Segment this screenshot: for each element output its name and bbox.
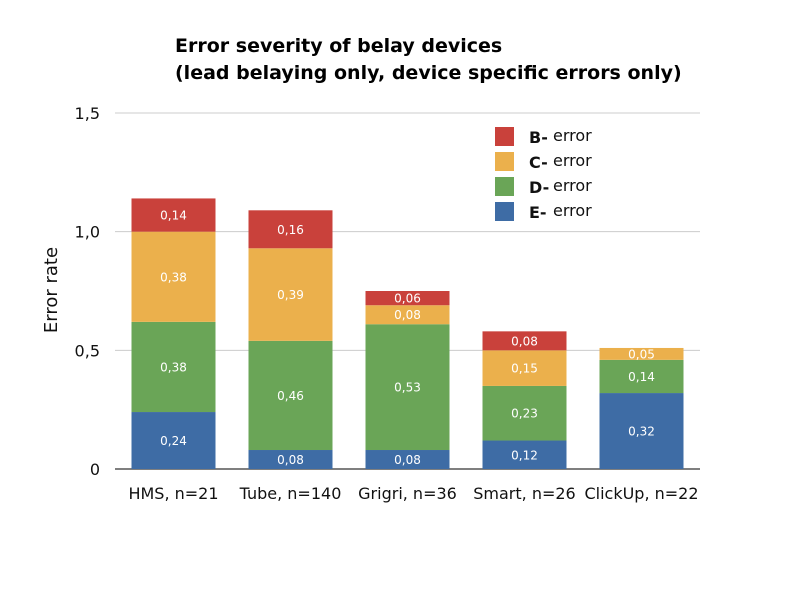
y-tick-label: 0,5 xyxy=(75,341,100,360)
legend-label: error xyxy=(553,176,592,195)
legend-label: error xyxy=(553,201,592,220)
bar-segment-e-error xyxy=(599,393,684,469)
data-label: 0,14 xyxy=(160,209,187,223)
y-axis-label: Error rate xyxy=(41,247,62,333)
bar-segment-d-error xyxy=(599,359,684,394)
bar-segment-b-error xyxy=(248,210,333,249)
bar-segment-e-error xyxy=(131,412,216,469)
bar-segment-c-error xyxy=(482,350,567,386)
data-label: 0,32 xyxy=(628,425,655,439)
chart-title: Error severity of belay devices (lead be… xyxy=(175,33,682,87)
y-tick-label: 1,5 xyxy=(75,104,100,123)
bar-segment-b-error xyxy=(365,291,450,306)
data-label: 0,08 xyxy=(511,334,538,348)
x-tick-label: Tube, n=140 xyxy=(239,484,342,503)
data-label: 0,14 xyxy=(628,370,655,384)
bar-segment-c-error xyxy=(365,305,450,325)
data-label: 0,05 xyxy=(628,347,655,361)
data-label: 0,12 xyxy=(511,448,538,462)
data-label: 0,46 xyxy=(277,389,304,403)
bar-segment-e-error xyxy=(482,440,567,469)
bar-segment-b-error xyxy=(131,198,216,232)
y-tick-label: 1,0 xyxy=(75,223,100,242)
data-label: 0,06 xyxy=(394,292,421,306)
data-label: 0,08 xyxy=(277,453,304,467)
chart-title-line-1: Error severity of belay devices xyxy=(175,35,503,57)
x-tick-label: Grigri, n=36 xyxy=(358,484,457,503)
bar-segment-e-error xyxy=(365,450,450,469)
legend-label: error xyxy=(553,126,592,145)
bar-segment-c-error xyxy=(599,347,684,360)
x-tick-label: ClickUp, n=22 xyxy=(584,484,698,503)
chart-title-line-2: (lead belaying only, device specific err… xyxy=(175,62,682,84)
data-label: 0,23 xyxy=(511,407,538,421)
legend-swatch-d-error xyxy=(495,177,514,196)
data-label: 0,53 xyxy=(394,381,421,395)
bar-segment-c-error xyxy=(131,231,216,322)
legend-swatch-b-error xyxy=(495,127,514,146)
data-label: 0,08 xyxy=(394,453,421,467)
data-label: 0,39 xyxy=(277,288,304,302)
data-label: 0,38 xyxy=(160,360,187,374)
y-tick-label: 0 xyxy=(90,460,100,479)
data-label: 0,24 xyxy=(160,434,187,448)
legend-swatch-c-error xyxy=(495,152,514,171)
x-tick-label: HMS, n=21 xyxy=(128,484,218,503)
bar-segment-b-error xyxy=(482,331,567,351)
legend-label-prefix: C- xyxy=(529,153,548,172)
data-label: 0,16 xyxy=(277,223,304,237)
bar-segment-d-error xyxy=(482,385,567,441)
legend-label-prefix: E- xyxy=(529,203,547,222)
x-tick-label: Smart, n=26 xyxy=(473,484,575,503)
data-label: 0,15 xyxy=(511,362,538,376)
bar-segment-c-error xyxy=(248,248,333,341)
legend-label: error xyxy=(553,151,592,170)
legend-swatch-e-error xyxy=(495,202,514,221)
legend-label-prefix: D- xyxy=(529,178,549,197)
bar-segment-e-error xyxy=(248,450,333,469)
bar-segment-d-error xyxy=(365,324,450,451)
legend-label-prefix: B- xyxy=(529,128,548,147)
data-label: 0,08 xyxy=(394,308,421,322)
data-label: 0,38 xyxy=(160,270,187,284)
bar-segment-d-error xyxy=(248,340,333,451)
bar-segment-d-error xyxy=(131,321,216,413)
